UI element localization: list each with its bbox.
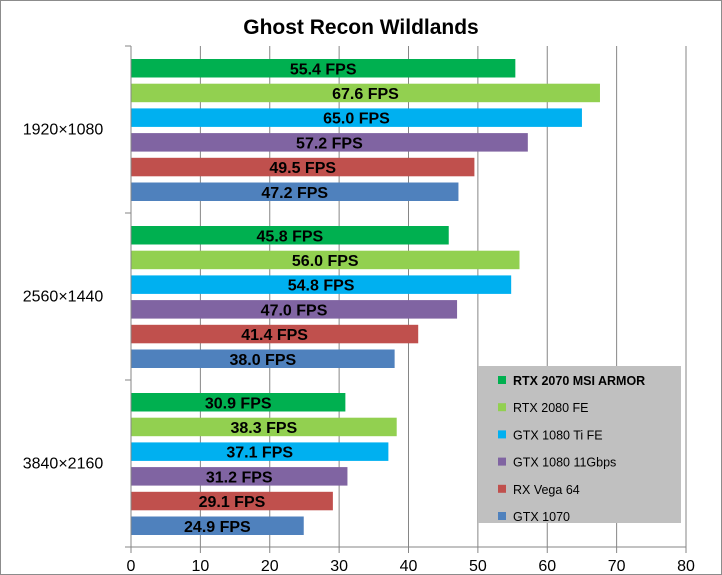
bar	[131, 182, 459, 201]
bar	[131, 300, 458, 319]
chart-title: Ghost Recon Wildlands	[243, 16, 479, 39]
category-label: 3840×2160	[23, 456, 104, 473]
x-tick-label: 40	[400, 558, 418, 574]
legend-entry: GTX 1070	[513, 510, 570, 524]
legend-swatch	[498, 484, 506, 493]
legend: RTX 2070 MSI ARMOR RTX 2080 FE GTX 1080 Ti…	[478, 366, 681, 524]
data-label: 45.8 FPS	[257, 228, 324, 245]
bar	[131, 83, 600, 103]
category-label: 2560×1440	[23, 289, 104, 306]
legend-entry: GTX 1080 Ti FE	[513, 428, 603, 442]
bar	[131, 157, 475, 177]
legend-swatch	[498, 430, 506, 439]
legend-entry: RX Vega 64	[513, 483, 580, 497]
bar	[131, 491, 333, 511]
data-label: 31.2 FPS	[206, 469, 273, 486]
data-label: 67.6 FPS	[332, 86, 399, 103]
data-label: 57.2 FPS	[296, 135, 363, 152]
grid-lines	[199, 46, 687, 547]
bar	[131, 393, 346, 412]
data-label: 49.5 FPS	[269, 160, 336, 177]
data-label: 38.3 FPS	[231, 420, 298, 437]
data-label: 47.0 FPS	[261, 302, 328, 319]
bar	[131, 250, 520, 270]
legend-entry: GTX 1080 11Gbps	[513, 456, 616, 470]
legend-entry: RTX 2080 FE	[513, 401, 589, 415]
data-label: 30.9 FPS	[205, 395, 272, 412]
bar	[131, 467, 348, 486]
data-label: 29.1 FPS	[199, 494, 266, 511]
x-tick-label: 70	[608, 558, 626, 574]
bar	[131, 417, 397, 437]
legend-swatch	[498, 457, 506, 466]
bar	[131, 349, 395, 368]
bar	[131, 59, 516, 78]
x-tick-label: 20	[261, 558, 279, 574]
bar	[131, 516, 304, 535]
x-tick-label: 60	[538, 558, 556, 574]
x-tick-label: 80	[677, 558, 695, 574]
category-label: 1920×1080	[23, 122, 104, 139]
legend-entry: RTX 2070 MSI ARMOR	[513, 374, 645, 388]
bar	[131, 324, 419, 344]
bars: 55.4 FPS 67.6 FPS 65.0 FPS 57.2 FPS 49.5 FPS…	[131, 59, 600, 536]
data-label: 55.4 FPS	[290, 61, 357, 78]
bar	[131, 226, 449, 245]
bar	[131, 275, 512, 294]
data-label: 37.1 FPS	[226, 445, 293, 462]
data-label: 56.0 FPS	[292, 253, 359, 270]
data-label: 41.4 FPS	[241, 327, 308, 344]
x-tick-label: 0	[127, 558, 136, 574]
x-tick-label: 50	[469, 558, 487, 574]
x-tick-label: 10	[191, 558, 209, 574]
legend-swatch	[498, 512, 506, 520]
data-label: 24.9 FPS	[184, 519, 251, 536]
legend-box	[478, 366, 681, 523]
legend-swatch	[498, 403, 506, 412]
axes: 0 10 20 30 40 50 60 70 80 1920×1080 2560×1440 3840×…	[23, 45, 695, 574]
data-label: 65.0 FPS	[323, 111, 390, 128]
bar	[131, 108, 582, 127]
data-label: 54.8 FPS	[288, 278, 355, 295]
data-label: 47.2 FPS	[261, 185, 328, 202]
bar	[131, 133, 528, 152]
legend-swatch	[498, 376, 506, 384]
data-label: 38.0 FPS	[229, 352, 296, 369]
bar	[131, 442, 389, 461]
x-tick-label: 30	[330, 558, 348, 574]
